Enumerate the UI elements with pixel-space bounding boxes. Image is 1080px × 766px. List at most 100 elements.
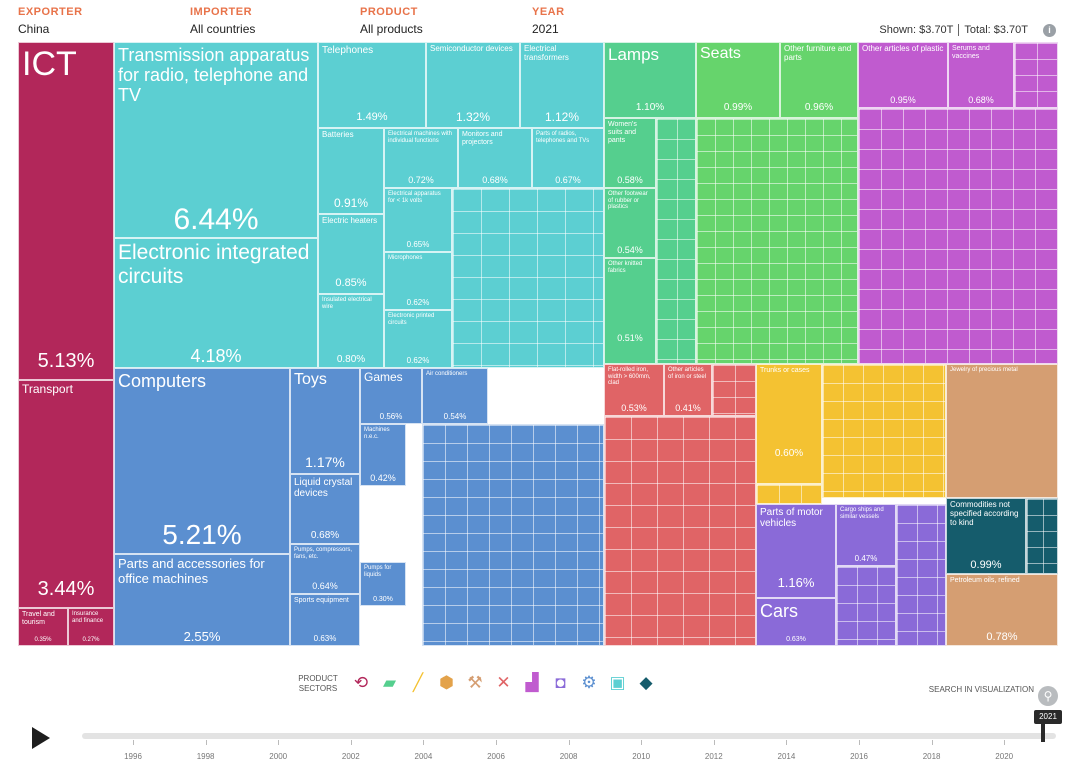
machinery-icon[interactable]: ⚙ [581, 673, 597, 692]
metals-icon[interactable]: ✕ [496, 673, 511, 692]
tile-name: Electrical apparatus for < 1k volts [388, 191, 441, 204]
timeline-year-label[interactable]: 2012 [704, 752, 723, 761]
timeline-year-label[interactable]: 2006 [487, 752, 505, 761]
chemicals-icon[interactable]: ▟ [525, 673, 539, 692]
treemap-tile-ict[interactable]: ICT 5.13% [18, 42, 114, 380]
treemap-tile-toys[interactable]: Toys 1.17% [290, 368, 360, 474]
treemap-tile-travel[interactable]: Travel and tourism 0.35% [18, 608, 68, 646]
play-button[interactable] [32, 727, 50, 749]
treemap-tile-plastic[interactable]: Other articles of plastic 0.95% [858, 42, 948, 108]
year-value[interactable]: 2021 [532, 22, 559, 36]
treemap-filler-stone[interactable] [822, 364, 946, 498]
treemap-tile-commodities[interactable]: Commodities not specified according to k… [946, 498, 1026, 574]
treemap-tile-cargo-ships[interactable]: Cargo ships and similar vessels 0.47% [836, 504, 896, 566]
treemap-tile-lcd[interactable]: Liquid crystal devices 0.68% [290, 474, 360, 544]
treemap-tile-wire[interactable]: Insulated electrical wire 0.80% [318, 294, 384, 368]
treemap-tile-pumps[interactable]: Pumps, compressors, fans, etc. 0.64% [290, 544, 360, 594]
tile-name: Other footwear of rubber or plastics [608, 191, 648, 211]
treemap-tile-petroleum[interactable]: Petroleum oils, refined 0.78% [946, 574, 1058, 646]
treemap-tile-heaters[interactable]: Electric heaters 0.85% [318, 214, 384, 294]
treemap-filler-vehicles[interactable] [836, 566, 896, 646]
treemap-tile-monitors[interactable]: Monitors and projectors 0.68% [458, 128, 532, 188]
treemap-tile-cars[interactable]: Cars 0.63% [756, 598, 836, 646]
treemap-tile-womens-suits[interactable]: Women's suits and pants 0.58% [604, 118, 656, 188]
textiles-icon[interactable]: ▰ [382, 673, 397, 692]
treemap-tile-lamps[interactable]: Lamps 1.10% [604, 42, 696, 118]
treemap-tile-circuits[interactable]: Electronic integrated circuits 4.18% [114, 238, 318, 368]
product-value[interactable]: All products [360, 22, 423, 36]
timeline-year-label[interactable]: 2008 [559, 752, 578, 761]
search-icon[interactable]: ⚲ [1038, 686, 1058, 706]
importer-selector[interactable]: IMPORTER All countries [190, 6, 255, 36]
treemap-tile-games[interactable]: Games 0.56% [360, 368, 422, 424]
treemap-tile-iron-articles[interactable]: Other articles of iron or steel 0.41% [664, 364, 712, 416]
treemap-filler-furniture[interactable] [696, 118, 858, 364]
treemap-tile-computers[interactable]: Computers 5.21% [114, 368, 290, 554]
treemap-filler-textiles[interactable] [656, 118, 696, 364]
treemap-filler-electronics[interactable] [452, 188, 604, 368]
tile-name: Transmission apparatus for radio, teleph… [118, 45, 310, 106]
timeline-handle[interactable] [1041, 718, 1045, 742]
treemap-tile-seats[interactable]: Seats 0.99% [696, 42, 780, 118]
treemap-tile-furniture[interactable]: Other furniture and parts 0.96% [780, 42, 858, 118]
year-selector[interactable]: YEAR 2021 [532, 6, 565, 36]
timeline-year-label[interactable]: 2010 [632, 752, 651, 761]
treemap-tile-elec-machines[interactable]: Electrical machines with individual func… [384, 128, 458, 188]
treemap-tile-elec-apparatus[interactable]: Electrical apparatus for < 1k volts 0.65% [384, 188, 452, 252]
tile-name: Transport [22, 382, 73, 396]
importer-value[interactable]: All countries [190, 22, 256, 36]
timeline-year-label[interactable]: 1998 [196, 752, 215, 761]
timeline-year-label[interactable]: 2000 [269, 752, 288, 761]
treemap-tile-transport[interactable]: Transport 3.44% [18, 380, 114, 608]
timeline-year-label[interactable]: 2018 [922, 752, 941, 761]
treemap-tile-jewelry[interactable]: Jewelry of precious metal [946, 364, 1058, 498]
exporter-selector[interactable]: EXPORTER China [18, 6, 83, 36]
electronics-icon[interactable]: ▣ [609, 673, 626, 692]
treemap-tile-pumps-liquids[interactable]: Pumps for liquids 0.30% [360, 562, 406, 606]
treemap-filler-metals[interactable] [604, 416, 756, 646]
treemap-tile-knitted[interactable]: Other knitted fabrics 0.51% [604, 258, 656, 364]
treemap-filler-stone[interactable] [756, 484, 822, 504]
timeline-year-label[interactable]: 1996 [124, 752, 142, 761]
treemap-tile-flat-iron[interactable]: Flat-rolled iron, width > 600mm, clad 0.5… [604, 364, 664, 416]
timeline-year-label[interactable]: 2014 [777, 752, 796, 761]
treemap-tile-printed[interactable]: Electronic printed circuits 0.62% [384, 310, 452, 368]
product-selector[interactable]: PRODUCT All products [360, 6, 423, 36]
treemap-filler-metals[interactable] [712, 364, 756, 416]
treemap-filler-chemicals[interactable] [858, 108, 1058, 364]
info-icon[interactable]: i [1043, 24, 1056, 37]
vehicles-icon[interactable]: ◘ [555, 673, 566, 692]
timeline-year-label[interactable]: 2020 [995, 752, 1014, 761]
timeline-year-label[interactable]: 2002 [341, 752, 360, 761]
treemap-tile-office[interactable]: Parts and accessories for office machine… [114, 554, 290, 646]
treemap-tile-trunks[interactable]: Trunks or cases 0.60% [756, 364, 822, 484]
treemap-tile-aircon[interactable]: Air conditioners 0.54% [422, 368, 488, 424]
treemap-tile-sports[interactable]: Sports equipment 0.63% [290, 594, 360, 646]
timeline-year-label[interactable]: 2004 [414, 752, 433, 761]
treemap-filler-other[interactable] [1026, 498, 1058, 574]
other-icon[interactable]: ◆ [639, 673, 653, 692]
treemap-tile-microphones[interactable]: Microphones 0.62% [384, 252, 452, 310]
exporter-value[interactable]: China [18, 22, 50, 36]
treemap-tile-motor-parts[interactable]: Parts of motor vehicles 1.16% [756, 504, 836, 598]
treemap-tile-serums[interactable]: Serums and vaccines 0.68% [948, 42, 1014, 108]
agriculture-icon[interactable]: ╱ [412, 673, 424, 692]
treemap-tile-transformers[interactable]: Electrical transformers 1.12% [520, 42, 604, 128]
treemap-tile-footwear[interactable]: Other footwear of rubber or plastics 0.54… [604, 188, 656, 258]
treemap-tile-telephones[interactable]: Telephones 1.49% [318, 42, 426, 128]
treemap-tile-batteries[interactable]: Batteries 0.91% [318, 128, 384, 214]
treemap-tile-semiconductor[interactable]: Semiconductor devices 1.32% [426, 42, 520, 128]
treemap-tile-insurance[interactable]: Insurance and finance 0.27% [68, 608, 114, 646]
treemap-filler-vehicles[interactable] [896, 504, 946, 646]
services-icon[interactable]: ⟲ [353, 673, 369, 692]
timeline-track[interactable] [82, 733, 1056, 739]
treemap-tile-transmission[interactable]: Transmission apparatus for radio, teleph… [114, 42, 318, 238]
treemap-tile-machines-nec[interactable]: Machines n.e.c. 0.42% [360, 424, 406, 486]
treemap-filler-chemicals[interactable] [1014, 42, 1058, 108]
minerals-icon[interactable]: ⚒ [467, 673, 483, 692]
treemap-tile-radio-parts[interactable]: Parts of radios, telephones and TVs 0.67% [532, 128, 604, 188]
stone-icon[interactable]: ⬢ [439, 673, 454, 692]
tile-name: Telephones [322, 45, 374, 56]
timeline-year-label[interactable]: 2016 [850, 752, 868, 761]
treemap-filler-machines[interactable] [422, 424, 604, 646]
